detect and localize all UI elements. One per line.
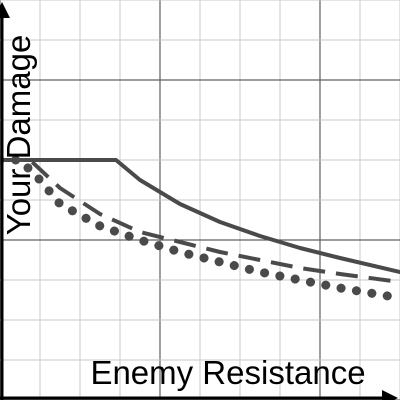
y-axis-arrowhead xyxy=(0,2,10,18)
series-line-solid xyxy=(0,158,400,274)
x-axis-arrowhead xyxy=(382,390,398,400)
y-axis-label: Your Damage xyxy=(0,35,37,236)
x-axis-label: Enemy Resistance xyxy=(90,354,365,391)
series-line-dashed xyxy=(0,158,400,284)
series-layer xyxy=(0,155,400,303)
series-line-dotted xyxy=(0,155,400,303)
